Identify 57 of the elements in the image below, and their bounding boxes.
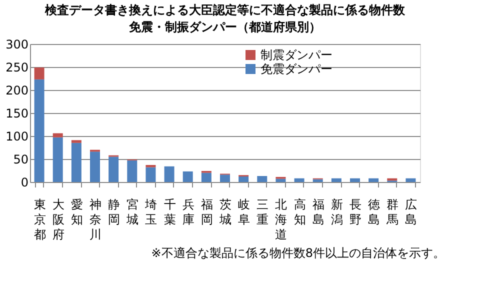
legend-label: 制震ダンパー [260, 48, 332, 62]
x-tick-label: 千葉 [164, 198, 176, 226]
x-tick-label: 神奈川 [90, 198, 102, 242]
y-tick-label: 150 [6, 106, 28, 120]
bar [52, 133, 63, 138]
bar [368, 178, 379, 182]
bar [71, 142, 82, 182]
text: 検査データ書き換えによる大臣認定等に不適合な製品に係る物件数 [45, 3, 405, 17]
bar [146, 164, 156, 168]
x-tick-label: 福島 [312, 198, 324, 226]
x-tick-label: 茨城 [218, 198, 232, 226]
bar [331, 178, 342, 182]
bar [164, 166, 174, 182]
x-tick-label: 宮城 [126, 198, 139, 226]
bar [34, 79, 44, 182]
bar [406, 178, 416, 182]
text: ※不適合な製品に係る物件数8件以上の自治体を示す。 [151, 246, 445, 260]
x-tick-label: 埼玉 [144, 198, 158, 226]
x-tick-label: 北海道 [275, 198, 288, 242]
y-tick-label: 50 [13, 152, 28, 166]
x-tick-label: 岐阜 [238, 198, 250, 226]
bar [71, 140, 82, 143]
x-tick-label: 長野 [350, 198, 362, 226]
bar [90, 152, 100, 182]
x-tick-label: 高知 [294, 198, 306, 226]
bar [108, 156, 119, 182]
x-tick-label: 徳島 [368, 198, 380, 226]
bar [52, 137, 63, 182]
y-tick-label: 100 [6, 130, 28, 144]
bar [182, 171, 193, 182]
y-tick-label: 250 [6, 60, 28, 74]
bar [34, 67, 44, 80]
x-tick-label: 群馬 [386, 198, 399, 226]
x-tick-label: 静岡 [108, 198, 120, 226]
bar [220, 174, 230, 182]
bar [257, 176, 268, 182]
x-tick-label: 福岡 [200, 198, 213, 226]
y-tick-label: 200 [6, 84, 28, 98]
x-tick-label: 東京都 [34, 198, 46, 242]
bar [350, 178, 360, 182]
bar [201, 172, 212, 182]
x-tick-label: 三重 [256, 198, 269, 226]
bar [312, 179, 323, 182]
y-tick-label: 0 [20, 176, 28, 190]
x-tick-label: 兵庫 [182, 198, 194, 226]
x-tick-label: 広島 [405, 198, 418, 226]
x-tick-label: 新潟 [330, 198, 343, 226]
bar [146, 167, 156, 182]
text: 免震・制振ダンパー（都道府県別） [129, 20, 321, 34]
bar [276, 178, 286, 182]
legend-label: 免震ダンパー [260, 62, 332, 76]
bar [294, 178, 304, 182]
x-tick-label: 大阪府 [52, 198, 64, 242]
x-tick-label: 愛知 [70, 198, 83, 226]
y-tick-label: 300 [6, 38, 28, 52]
bar [238, 176, 249, 182]
bar [127, 160, 138, 182]
